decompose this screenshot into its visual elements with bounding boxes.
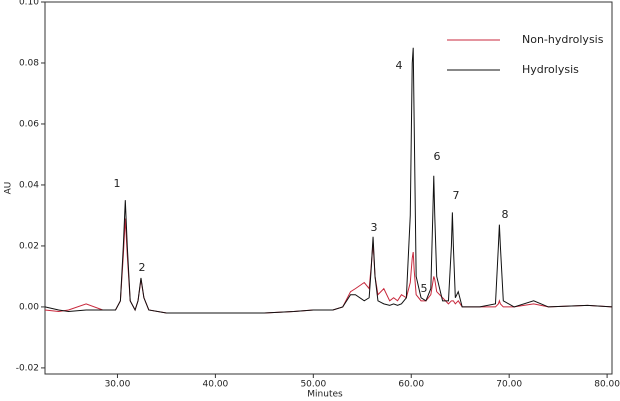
y-axis-label: AU bbox=[4, 182, 14, 195]
x-tick-label: 60.00 bbox=[398, 380, 424, 390]
peak-label: 1 bbox=[114, 177, 121, 190]
x-axis-label: Minutes bbox=[307, 390, 343, 400]
legend-label: Hydrolysis bbox=[522, 63, 579, 76]
y-tick-label: 0.04 bbox=[19, 180, 39, 190]
x-tick-label: 50.00 bbox=[300, 380, 326, 390]
x-tick-label: 40.00 bbox=[203, 380, 229, 390]
peak-label: 2 bbox=[139, 261, 146, 274]
y-tick-label: -0.02 bbox=[16, 363, 39, 373]
peak-label: 8 bbox=[502, 208, 509, 221]
y-tick-label: 0.00 bbox=[19, 302, 39, 312]
plot-frame bbox=[44, 1, 613, 375]
series-line bbox=[44, 47, 613, 314]
legend-label: Non-hydrolysis bbox=[522, 33, 604, 46]
x-tick-label: 30.00 bbox=[105, 380, 131, 390]
y-tick-label: 0.10 bbox=[19, 0, 39, 8]
peak-label: 7 bbox=[453, 189, 460, 202]
peak-label: 3 bbox=[371, 221, 378, 234]
x-tick-label: 70.00 bbox=[496, 380, 522, 390]
peak-label: 5 bbox=[421, 282, 428, 295]
x-tick-label: 80.00 bbox=[594, 380, 620, 390]
y-tick-label: 0.08 bbox=[19, 58, 39, 68]
peak-label: 6 bbox=[434, 150, 441, 163]
peak-label: 4 bbox=[396, 59, 403, 72]
y-tick-label: 0.06 bbox=[19, 119, 39, 129]
y-tick-label: 0.02 bbox=[19, 241, 39, 251]
